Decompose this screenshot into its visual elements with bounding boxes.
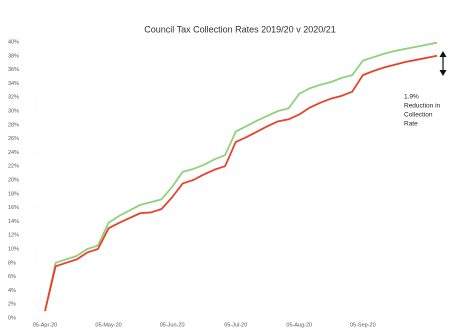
y-tick-label: 12% — [8, 233, 19, 239]
y-tick-label: 20% — [8, 177, 19, 183]
y-tick-label: 36% — [8, 67, 19, 73]
chart-title: Council Tax Collection Rates 2019/20 v 2… — [144, 24, 335, 34]
x-tick-label: 05-Jul-20 — [224, 322, 247, 328]
y-tick-label: 16% — [8, 205, 19, 211]
annotation: Rate — [404, 121, 418, 128]
annotation: Collection — [404, 112, 433, 119]
x-tick-label: 05-Jun-20 — [160, 322, 185, 328]
y-tick-label: 32% — [8, 95, 19, 101]
y-tick-label: 2% — [8, 302, 16, 308]
y-tick-label: 6% — [8, 274, 16, 280]
x-tick-label: 05-Sep-20 — [350, 322, 376, 328]
y-tick-label: 24% — [8, 150, 19, 156]
x-tick-label: 05-May-20 — [95, 322, 121, 328]
annotation: 1.9% — [404, 94, 419, 101]
x-tick-label: 05-Apr-20 — [33, 322, 57, 328]
y-tick-label: 38% — [8, 53, 19, 59]
difference-arrow — [439, 51, 447, 76]
y-tick-label: 18% — [8, 191, 19, 197]
y-tick-label: 28% — [8, 122, 19, 128]
y-tick-label: 10% — [8, 246, 19, 252]
y-tick-label: 4% — [8, 288, 16, 294]
annotation: Reduction in — [404, 103, 441, 110]
y-tick-label: 30% — [8, 108, 19, 114]
y-tick-label: 26% — [8, 136, 19, 142]
y-tick-label: 14% — [8, 219, 19, 225]
y-tick-label: 34% — [8, 81, 19, 87]
y-tick-label: 8% — [8, 260, 16, 266]
y-tick-label: 0% — [8, 315, 16, 321]
y-tick-label: 22% — [8, 164, 19, 170]
y-tick-label: 40% — [8, 39, 19, 45]
series-line — [44, 41, 438, 312]
series-line — [44, 54, 438, 312]
x-tick-label: 05-Aug-20 — [286, 322, 312, 328]
